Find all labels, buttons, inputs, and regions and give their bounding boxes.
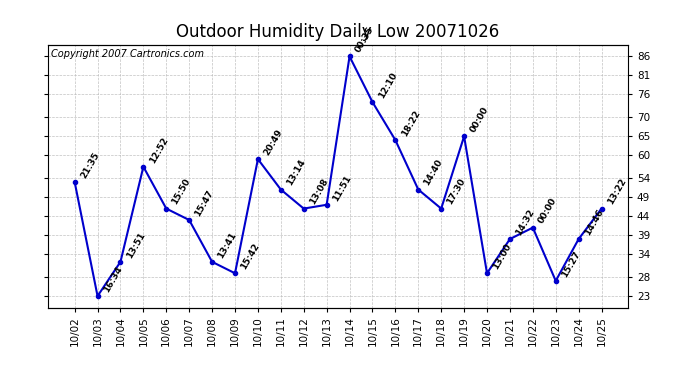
Text: 13:00: 13:00 [491, 242, 513, 271]
Text: Copyright 2007 Cartronics.com: Copyright 2007 Cartronics.com [51, 49, 204, 59]
Text: 13:14: 13:14 [285, 158, 307, 188]
Text: 14:40: 14:40 [422, 158, 444, 188]
Text: 12:52: 12:52 [148, 135, 170, 165]
Text: 13:41: 13:41 [216, 230, 239, 260]
Text: 15:50: 15:50 [170, 177, 193, 206]
Text: 00:35: 00:35 [354, 25, 375, 54]
Text: 15:47: 15:47 [193, 188, 215, 218]
Text: 14:46: 14:46 [583, 207, 605, 237]
Text: 00:00: 00:00 [537, 196, 559, 225]
Text: 13:51: 13:51 [125, 230, 147, 260]
Title: Outdoor Humidity Daily Low 20071026: Outdoor Humidity Daily Low 20071026 [177, 22, 500, 40]
Text: 13:22: 13:22 [606, 177, 628, 206]
Text: 20:49: 20:49 [262, 128, 284, 157]
Text: 12:10: 12:10 [377, 71, 399, 100]
Text: 11:51: 11:51 [331, 173, 353, 202]
Text: 13:08: 13:08 [308, 177, 330, 206]
Text: 15:42: 15:42 [239, 242, 262, 271]
Text: 21:35: 21:35 [79, 150, 101, 180]
Text: 16:34: 16:34 [101, 264, 124, 294]
Text: 17:30: 17:30 [445, 177, 467, 206]
Text: 14:32: 14:32 [514, 207, 536, 237]
Text: 15:27: 15:27 [560, 249, 582, 279]
Text: 18:22: 18:22 [400, 109, 422, 138]
Text: 00:00: 00:00 [469, 105, 490, 134]
